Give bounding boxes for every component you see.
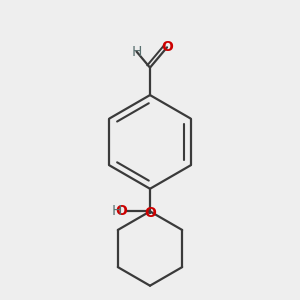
Text: O: O	[115, 204, 127, 218]
Text: H: H	[111, 204, 122, 218]
Text: O: O	[161, 40, 173, 54]
Text: O: O	[144, 206, 156, 220]
Text: H: H	[131, 44, 142, 58]
